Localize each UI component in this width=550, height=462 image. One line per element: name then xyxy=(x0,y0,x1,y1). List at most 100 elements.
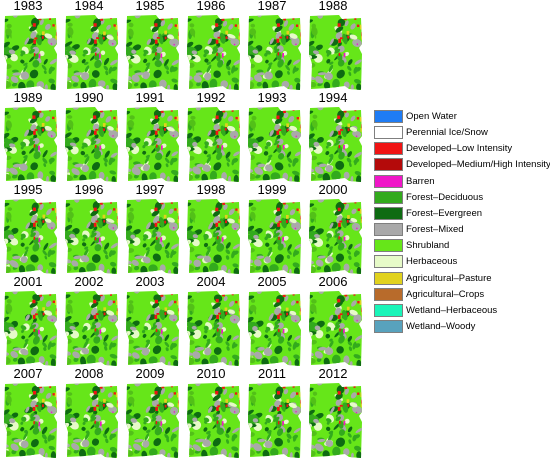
land-cover-map xyxy=(187,15,240,90)
map-panel-2007: 2007 xyxy=(2,366,60,460)
land-cover-map xyxy=(126,291,179,366)
map-panel-2012: 2012 xyxy=(307,367,365,460)
map-panel-2010: 2010 xyxy=(185,367,243,460)
map-year-label: 1993 xyxy=(257,90,287,105)
legend-item: Forest–Deciduous xyxy=(374,190,550,205)
legend-item: Agricultural–Pasture xyxy=(374,271,550,286)
map-year-label: 2006 xyxy=(318,274,348,289)
map-year-label: 2001 xyxy=(13,274,43,289)
map-panel-1986: 1986 xyxy=(185,0,243,92)
map-panel-1998: 1998 xyxy=(185,182,243,276)
legend-swatch xyxy=(374,126,403,140)
map-panel-1990: 1990 xyxy=(63,90,121,184)
legend-item: Forest–Mixed xyxy=(374,223,550,237)
map-panel-1989: 1989 xyxy=(2,91,60,184)
legend-swatch xyxy=(374,223,403,236)
land-cover-map xyxy=(126,199,179,274)
map-panel-2005: 2005 xyxy=(246,274,304,368)
map-panel-1988: 1988 xyxy=(307,0,365,92)
land-cover-map xyxy=(187,199,240,274)
legend-item: Forest–Evergreen xyxy=(374,206,550,221)
land-cover-map xyxy=(187,291,240,366)
map-panel-1987: 1987 xyxy=(246,0,304,92)
legend-label: Open Water xyxy=(406,111,457,122)
land-cover-map xyxy=(248,383,301,458)
map-panel-2001: 2001 xyxy=(2,274,60,368)
legend-label: Developed–Low Intensity xyxy=(406,143,513,155)
land-cover-map xyxy=(65,107,118,182)
legend-swatch xyxy=(374,239,403,253)
map-year-label: 1999 xyxy=(257,182,287,197)
legend-label: Agricultural–Crops xyxy=(406,288,485,300)
legend-item: Barren xyxy=(374,174,550,189)
land-cover-map xyxy=(4,199,57,274)
map-panel-2002: 2002 xyxy=(63,274,121,368)
map-panel-2008: 2008 xyxy=(63,367,121,460)
map-year-label: 1987 xyxy=(257,0,287,13)
legend-label: Shrubland xyxy=(406,240,450,252)
legend-swatch xyxy=(374,255,403,269)
map-panel-2011: 2011 xyxy=(246,367,304,460)
land-cover-map xyxy=(4,15,57,90)
legend-swatch xyxy=(374,287,403,301)
legend-label: Forest–Deciduous xyxy=(406,191,484,203)
land-cover-map xyxy=(248,291,301,366)
legend-item: Shrubland xyxy=(374,239,550,253)
legend-item: Herbaceous xyxy=(374,255,550,269)
land-cover-map xyxy=(309,383,362,458)
map-year-label: 1988 xyxy=(318,0,348,13)
map-panel-2003: 2003 xyxy=(124,274,182,368)
legend-swatch xyxy=(374,110,403,123)
land-cover-map xyxy=(4,291,57,366)
map-year-label: 2002 xyxy=(74,274,104,289)
map-year-label: 1985 xyxy=(135,0,165,13)
map-panel-1992: 1992 xyxy=(185,90,243,184)
legend-swatch xyxy=(374,142,403,156)
legend-item: Developed–Low Intensity xyxy=(374,142,550,156)
map-panel-1985: 1985 xyxy=(124,0,182,92)
land-cover-map xyxy=(309,291,362,366)
legend-swatch xyxy=(374,319,403,333)
map-year-label: 2003 xyxy=(135,274,165,289)
map-panel-1995: 1995 xyxy=(2,182,60,276)
land-cover-map xyxy=(309,199,362,274)
map-year-label: 1995 xyxy=(13,182,43,197)
map-panel-2009: 2009 xyxy=(124,367,182,460)
legend-label: Perennial Ice/Snow xyxy=(406,127,488,139)
legend-swatch xyxy=(374,271,403,285)
map-panel-1999: 1999 xyxy=(246,182,304,276)
map-year-label: 1990 xyxy=(74,90,104,105)
map-year-label: 1997 xyxy=(135,182,165,197)
land-cover-map xyxy=(126,15,179,90)
land-cover-map xyxy=(187,107,240,182)
legend-swatch xyxy=(374,174,403,188)
map-year-label: 1984 xyxy=(74,0,104,13)
legend-item: Perennial Ice/Snow xyxy=(374,126,550,140)
map-panel-1996: 1996 xyxy=(63,183,121,276)
map-panel-1991: 1991 xyxy=(124,91,182,184)
map-panel-2000: 2000 xyxy=(307,182,365,276)
legend-item: Wetland–Woody xyxy=(374,319,550,334)
map-year-label: 1992 xyxy=(196,90,226,105)
legend-item: Developed–Medium/High Intensity xyxy=(374,158,550,172)
map-year-label: 1998 xyxy=(196,182,226,197)
land-cover-map xyxy=(4,383,57,458)
land-cover-map xyxy=(126,107,179,182)
legend-swatch xyxy=(374,206,403,220)
legend-label: Wetland–Woody xyxy=(406,320,476,332)
land-cover-map-grid: 1983 1984 1985 1986 1987 1988 1989 1990 1991 1992… xyxy=(2,0,365,460)
land-cover-map xyxy=(4,107,57,182)
legend-item: Open Water xyxy=(374,110,550,124)
legend-swatch xyxy=(374,158,403,172)
legend-label: Developed–Medium/High Intensity xyxy=(406,159,550,171)
land-cover-map xyxy=(65,199,118,274)
land-cover-map xyxy=(65,15,118,90)
legend-swatch xyxy=(374,190,403,204)
land-cover-map xyxy=(248,107,301,182)
map-year-label: 2000 xyxy=(318,182,348,197)
map-year-label: 2005 xyxy=(257,274,287,289)
legend-label: Agricultural–Pasture xyxy=(406,272,492,284)
legend-item: Agricultural–Crops xyxy=(374,287,550,302)
map-year-label: 2007 xyxy=(13,366,43,381)
land-cover-map xyxy=(309,107,362,182)
